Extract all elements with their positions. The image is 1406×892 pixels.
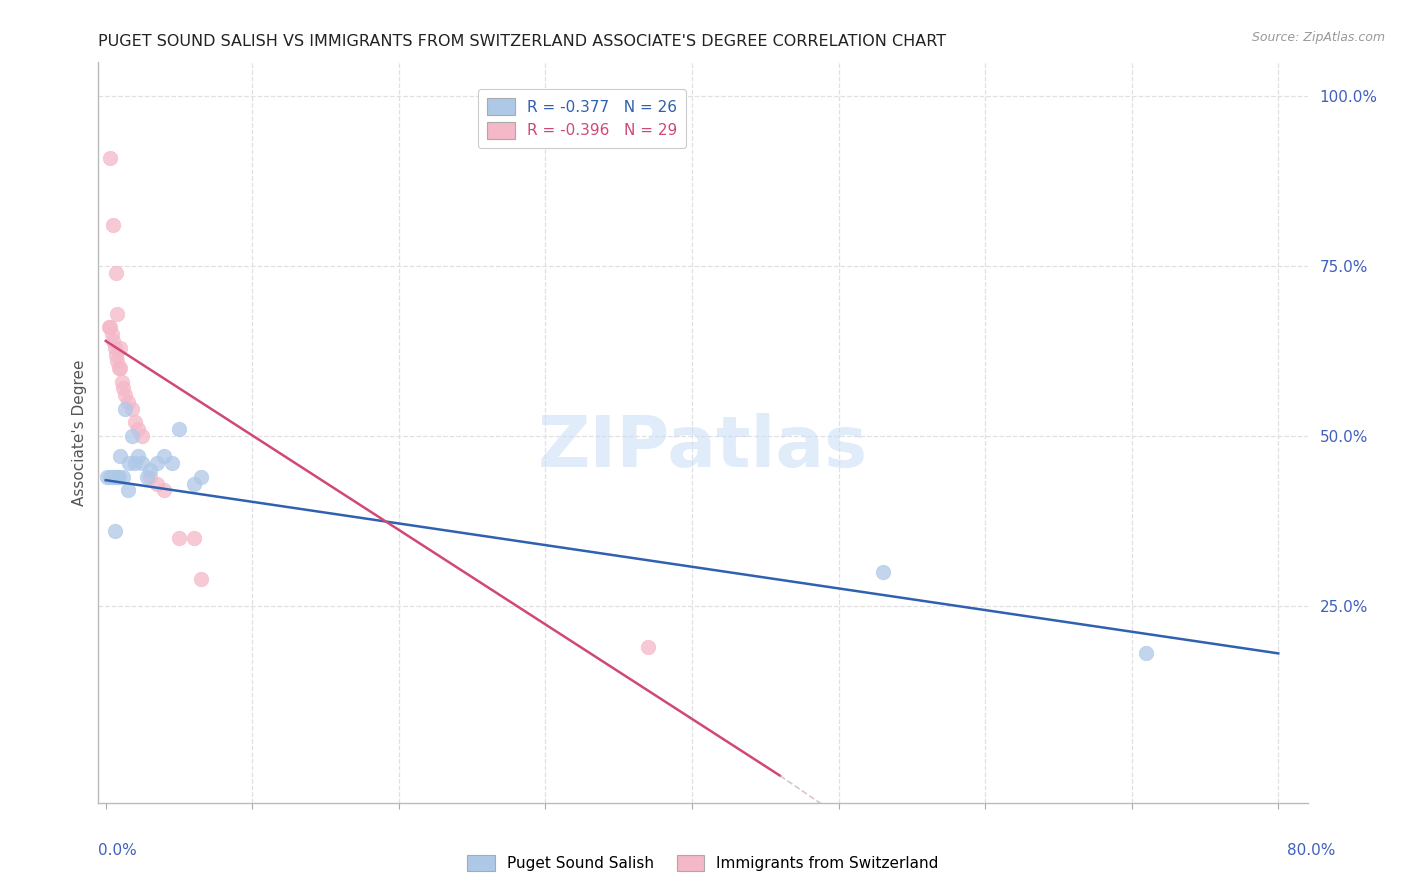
Text: 0.0%: 0.0% (98, 843, 138, 858)
Point (103, 341, 125, 355)
Point (167, 422, 190, 436)
Point (131, 456, 153, 470)
Point (105, 469, 128, 483)
Text: ZIPatlas: ZIPatlas (538, 413, 868, 482)
Point (117, 483, 139, 498)
Text: 80.0%: 80.0% (1288, 843, 1336, 858)
Point (117, 395, 139, 409)
Point (108, 361, 131, 376)
Point (98, 151, 121, 165)
Point (146, 456, 169, 470)
Point (101, 334, 124, 348)
Point (183, 531, 205, 545)
Point (97, 320, 120, 334)
Point (112, 382, 135, 396)
Point (127, 422, 149, 436)
Point (114, 388, 136, 402)
Point (108, 469, 131, 483)
Point (124, 456, 146, 470)
Point (100, 327, 122, 342)
Point (105, 266, 128, 280)
Point (190, 572, 212, 586)
Point (131, 429, 153, 443)
Point (110, 450, 132, 464)
Y-axis label: Associate's Degree: Associate's Degree (72, 359, 87, 506)
Point (96, 469, 118, 483)
Point (105, 347, 128, 361)
Point (103, 524, 125, 538)
Point (124, 416, 146, 430)
Point (107, 307, 129, 321)
Text: PUGET SOUND SALISH VS IMMIGRANTS FROM SWITZERLAND ASSOCIATE'S DEGREE CORRELATION: PUGET SOUND SALISH VS IMMIGRANTS FROM SW… (98, 34, 946, 49)
Point (160, 456, 183, 470)
Point (112, 469, 135, 483)
Point (190, 469, 212, 483)
Text: Source: ZipAtlas.com: Source: ZipAtlas.com (1251, 31, 1385, 45)
Point (110, 341, 132, 355)
Point (101, 219, 124, 233)
Legend: Puget Sound Salish, Immigrants from Switzerland: Puget Sound Salish, Immigrants from Swit… (461, 849, 945, 877)
Point (98, 320, 121, 334)
Point (101, 469, 124, 483)
Point (121, 401, 143, 416)
Point (135, 469, 157, 483)
Point (107, 469, 129, 483)
Point (138, 463, 160, 477)
Point (107, 354, 129, 368)
Point (98, 469, 121, 483)
Point (183, 476, 205, 491)
Legend: R = -0.377   N = 26, R = -0.396   N = 29: R = -0.377 N = 26, R = -0.396 N = 29 (478, 88, 686, 148)
Point (637, 640, 659, 654)
Point (138, 469, 160, 483)
Point (167, 531, 190, 545)
Point (127, 450, 149, 464)
Point (110, 361, 132, 376)
Point (1135, 646, 1157, 660)
Point (114, 401, 136, 416)
Point (121, 429, 143, 443)
Point (872, 565, 894, 579)
Point (118, 456, 141, 470)
Point (111, 375, 134, 389)
Point (153, 450, 176, 464)
Point (146, 476, 169, 491)
Point (153, 483, 176, 498)
